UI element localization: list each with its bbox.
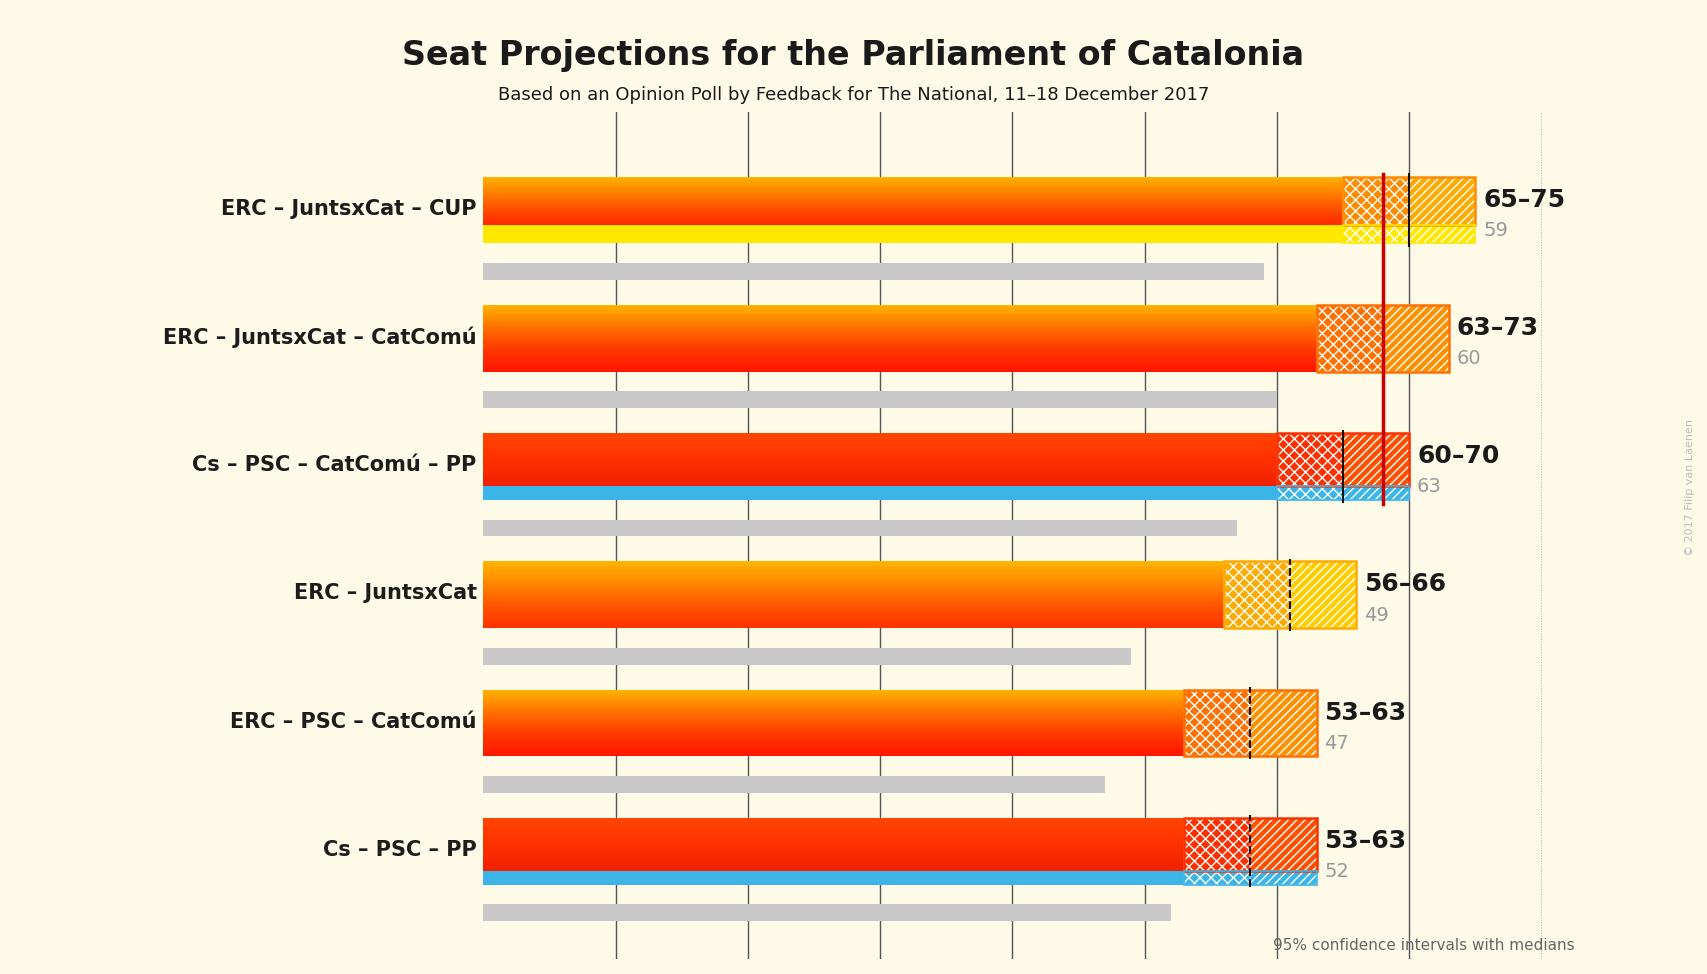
- Bar: [1343, 486, 1408, 500]
- Bar: [483, 648, 1132, 664]
- Bar: [483, 520, 1238, 537]
- Bar: [1185, 872, 1316, 884]
- Bar: [483, 392, 1277, 408]
- Text: 49: 49: [1364, 606, 1389, 624]
- Text: ERC – JuntsxCat – CUP: ERC – JuntsxCat – CUP: [222, 199, 476, 218]
- Text: 60–70: 60–70: [1417, 444, 1499, 468]
- Text: 56–66: 56–66: [1364, 573, 1446, 596]
- Text: 63–73: 63–73: [1456, 316, 1538, 340]
- Text: 95% confidence intervals with medians: 95% confidence intervals with medians: [1273, 938, 1574, 953]
- Bar: [1185, 818, 1316, 872]
- Text: ERC – JuntsxCat – CatComú: ERC – JuntsxCat – CatComú: [164, 326, 476, 348]
- Text: 53–63: 53–63: [1325, 829, 1407, 853]
- Text: 59: 59: [1483, 221, 1507, 240]
- Bar: [1343, 176, 1408, 225]
- Bar: [1251, 690, 1316, 757]
- Text: Cs – PSC – PP: Cs – PSC – PP: [323, 840, 476, 860]
- Bar: [1185, 872, 1251, 884]
- Bar: [1343, 433, 1408, 486]
- Text: 52: 52: [1325, 862, 1349, 881]
- Bar: [1185, 818, 1251, 872]
- Text: Seat Projections for the Parliament of Catalonia: Seat Projections for the Parliament of C…: [403, 39, 1304, 72]
- Bar: [1343, 225, 1408, 244]
- Text: Based on an Opinion Poll by Feedback for The National, 11–18 December 2017: Based on an Opinion Poll by Feedback for…: [498, 86, 1209, 103]
- Bar: [483, 776, 1104, 793]
- Text: © 2017 Filip van Laenen: © 2017 Filip van Laenen: [1685, 419, 1695, 555]
- Text: Cs – PSC – CatComú – PP: Cs – PSC – CatComú – PP: [193, 455, 476, 475]
- Bar: [1316, 305, 1383, 371]
- Bar: [1251, 818, 1316, 872]
- Bar: [1408, 225, 1475, 244]
- Text: 47: 47: [1325, 734, 1349, 753]
- Text: 60: 60: [1456, 350, 1482, 368]
- Bar: [1251, 872, 1316, 884]
- Bar: [1185, 690, 1251, 757]
- Text: ERC – PSC – CatComú: ERC – PSC – CatComú: [230, 712, 476, 731]
- Bar: [483, 263, 1263, 280]
- Text: 65–75: 65–75: [1483, 188, 1565, 211]
- Bar: [483, 486, 1408, 500]
- Bar: [1277, 433, 1343, 486]
- Bar: [483, 905, 1171, 921]
- Bar: [1316, 305, 1449, 371]
- Bar: [1277, 486, 1408, 500]
- Bar: [1277, 433, 1408, 486]
- Text: 63: 63: [1417, 477, 1442, 497]
- Bar: [1408, 176, 1475, 225]
- Text: ERC – JuntsxCat: ERC – JuntsxCat: [294, 583, 476, 604]
- Text: 53–63: 53–63: [1325, 700, 1407, 725]
- Bar: [1224, 561, 1355, 628]
- Bar: [1277, 486, 1343, 500]
- Bar: [1383, 305, 1449, 371]
- Bar: [1224, 561, 1290, 628]
- Bar: [1290, 561, 1355, 628]
- Bar: [483, 225, 1475, 244]
- Bar: [483, 872, 1316, 884]
- Bar: [1343, 225, 1475, 244]
- Bar: [1343, 176, 1475, 225]
- Bar: [1185, 690, 1316, 757]
